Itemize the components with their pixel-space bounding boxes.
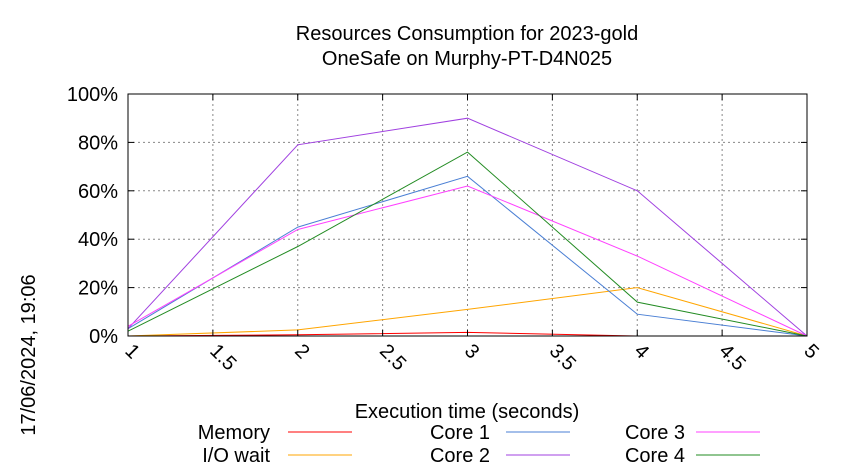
series-line-i-o-wait: [127, 287, 808, 337]
y-tick-label: 20%: [78, 278, 118, 300]
y-tick-label: 80%: [78, 132, 118, 154]
x-tick-label: 5: [799, 340, 822, 363]
x-tick-label: 2: [290, 340, 313, 363]
legend-label-core-3: Core 3: [625, 422, 685, 444]
series-line-core-1: [127, 175, 808, 337]
y-tick-label: 100%: [67, 84, 118, 106]
legend-label-core-2: Core 2: [430, 445, 490, 467]
chart-title: Resources Consumption for 2023-gold: [296, 23, 638, 45]
x-tick-label: 1.5: [205, 340, 240, 375]
y-tick-label: 60%: [78, 181, 118, 203]
x-tick-label: 4.5: [715, 340, 750, 375]
x-tick-label: 1: [120, 340, 143, 363]
legend-label-core-1: Core 1: [430, 422, 490, 444]
legend-label-memory: Memory: [198, 422, 270, 444]
series-line-core-3: [127, 185, 808, 337]
y-tick-label: 0%: [89, 326, 118, 348]
legend-label-i-o-wait: I/O wait: [202, 445, 270, 467]
x-tick-label: 3.5: [545, 340, 580, 375]
chart-subtitle: OneSafe on Murphy-PT-D4N025: [322, 48, 612, 70]
x-tick-label: 2.5: [375, 340, 410, 375]
x-tick-label: 3: [460, 340, 483, 363]
y-tick-label: 40%: [78, 229, 118, 251]
side-timestamp: 17/06/2024, 19:06: [18, 274, 40, 435]
series-line-core-4: [127, 151, 808, 337]
x-tick-label: 4: [630, 340, 653, 363]
x-axis-label: Execution time (seconds): [355, 401, 580, 423]
plot-area: 0% 20% 40% 60% 80% 100% 1 1.5 2 2.5 3 3.5 4 4.5 5: [67, 84, 823, 375]
series-line-core-2: [127, 117, 808, 337]
legend-label-core-4: Core 4: [625, 445, 685, 467]
